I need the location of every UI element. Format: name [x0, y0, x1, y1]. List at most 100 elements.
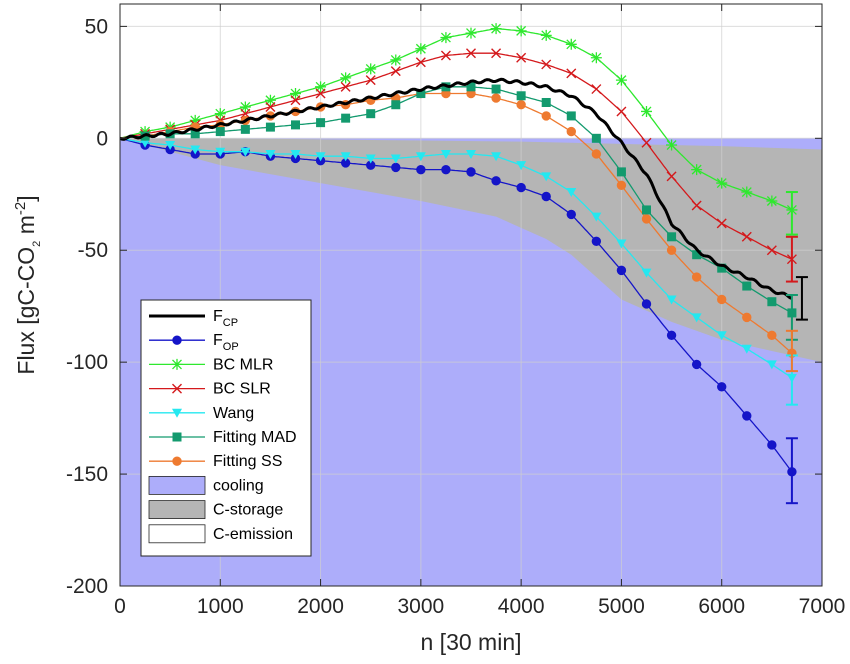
point-bc-mlr-24	[716, 177, 728, 189]
y-label-sub: 2	[31, 241, 43, 247]
point-wang-2	[165, 141, 176, 151]
series-bc-mlr	[120, 23, 798, 216]
legend-label-fitting-ss: Fitting SS	[213, 453, 282, 470]
legend-sub: OP	[223, 341, 239, 353]
point-wang-8	[315, 152, 326, 162]
point-bc-slr-25	[741, 231, 752, 242]
point-fop-13	[441, 164, 451, 175]
point-fitting-mad-24	[717, 263, 727, 273]
y-label-part: Flux [gC-CO	[13, 247, 39, 375]
point-fitting-mad-7	[291, 120, 300, 130]
point-bc-mlr-5	[239, 101, 251, 113]
point-bc-mlr-12	[415, 43, 427, 55]
y-tick-label--200: -200	[66, 575, 108, 598]
point-fitting-ss-19	[591, 149, 602, 159]
legend-name: BC SLR	[213, 381, 271, 398]
legend-label-fcp: FCP	[213, 308, 238, 329]
point-bc-mlr-8	[315, 81, 327, 93]
y-label-close: ]	[13, 195, 39, 201]
point-bc-slr-15	[491, 48, 502, 59]
axes: 0 1000 2000 3000 4000 5000 6000 7000 50 0 -50 -100 -…	[12, 3, 845, 655]
point-bc-mlr-19	[590, 52, 602, 64]
point-wang-9	[340, 152, 351, 162]
point-fop-17	[541, 191, 551, 202]
point-wang-16	[516, 161, 527, 171]
series-line-bc-mlr	[120, 28, 793, 211]
series-line-wang	[120, 137, 793, 379]
point-fitting-mad-18	[566, 111, 576, 121]
point-bc-mlr-25	[741, 186, 753, 198]
point-fitting-mad-12	[416, 89, 426, 99]
legend-sub: CP	[223, 317, 238, 329]
point-fitting-ss-18	[566, 126, 576, 137]
point-bc-mlr-23	[691, 164, 703, 176]
point-wang-10	[365, 154, 376, 164]
x-tick-label-3000: 3000	[397, 595, 444, 618]
point-fop-18	[566, 209, 576, 220]
legend-marker-bc-slr	[172, 383, 182, 394]
legend-marker-bc-mlr	[171, 358, 183, 370]
legend-name: Fitting SS	[213, 453, 282, 470]
point-fop-25	[742, 411, 752, 421]
point-fop-24	[717, 382, 727, 392]
point-fop-26	[767, 440, 777, 450]
point-fitting-mad-9	[341, 113, 351, 123]
series-fcp	[120, 77, 793, 300]
series-wang	[120, 137, 797, 383]
series-line-fop	[120, 137, 793, 473]
legend-name: F	[213, 308, 223, 325]
point-wang-3	[190, 145, 201, 155]
point-wang-6	[265, 149, 276, 159]
point-bc-mlr-20	[615, 74, 627, 86]
point-bc-mlr-3	[189, 114, 201, 126]
legend-label-wang: Wang	[213, 405, 254, 422]
point-fitting-mad-4	[215, 127, 225, 137]
point-bc-slr-16	[516, 52, 527, 63]
series-line-fitting-mad	[120, 86, 793, 314]
point-fitting-ss-16	[516, 100, 526, 110]
point-wang-24	[716, 331, 727, 341]
point-fop-20	[616, 265, 627, 276]
point-bc-slr-23	[691, 200, 702, 211]
legend-swatch-c-emission	[148, 524, 206, 544]
point-fitting-mad-6	[265, 122, 275, 132]
error-bars	[785, 191, 808, 505]
point-fitting-ss-24	[717, 294, 727, 305]
y-label-part2: m	[13, 215, 39, 241]
point-wang-26	[766, 360, 777, 370]
point-fitting-mad-10	[366, 109, 376, 119]
point-wang-14	[466, 149, 476, 159]
point-bc-slr-24	[716, 218, 727, 229]
point-wang-17	[541, 172, 552, 182]
point-wang-18	[566, 188, 577, 198]
point-wang-15	[491, 152, 502, 162]
point-fop-12	[416, 164, 426, 175]
point-bc-slr-12	[415, 57, 426, 68]
x-tick-label-1000: 1000	[197, 595, 244, 618]
point-wang-20	[616, 239, 627, 249]
point-fitting-ss-25	[742, 312, 752, 323]
point-wang-11	[390, 154, 401, 164]
point-fitting-mad-11	[391, 100, 401, 110]
point-fop-21	[641, 299, 652, 309]
point-fitting-mad-5	[240, 124, 250, 134]
point-fitting-mad-26	[767, 297, 777, 307]
point-bc-slr-10	[365, 75, 376, 86]
x-tick-label-5000: 5000	[598, 595, 645, 618]
y-tick-label--100: -100	[66, 351, 108, 374]
legend-label-bc-slr: BC SLR	[213, 381, 271, 398]
x-tick-label-4000: 4000	[498, 595, 545, 618]
point-fitting-ss-21	[641, 214, 652, 224]
point-bc-slr-9	[340, 81, 351, 92]
point-bc-mlr-9	[340, 72, 352, 84]
point-fitting-ss-23	[691, 272, 702, 282]
point-bc-slr-26	[766, 245, 777, 256]
legend-name: F	[213, 332, 223, 349]
point-wang-4	[215, 147, 226, 157]
point-wang-12	[415, 152, 426, 162]
series-line-bc-slr	[120, 52, 793, 260]
point-bc-mlr-17	[540, 29, 552, 41]
point-fitting-mad-23	[692, 250, 702, 260]
legend-label-fop: FOP	[213, 332, 239, 353]
point-fitting-ss-26	[767, 330, 777, 340]
